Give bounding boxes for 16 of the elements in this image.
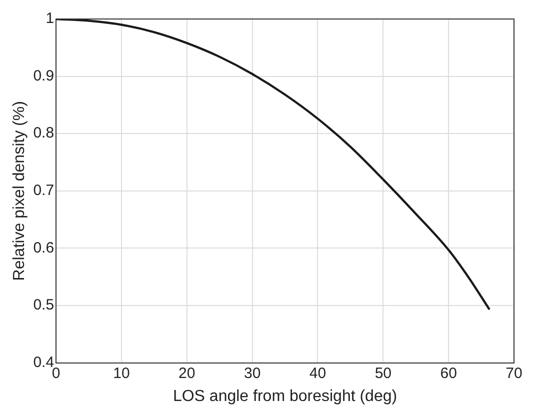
x-tick-label: 30 xyxy=(244,364,261,382)
y-tick-label: 1 xyxy=(46,10,54,28)
x-tick-label: 20 xyxy=(178,364,196,382)
x-tick-label: 10 xyxy=(113,364,130,382)
y-tick-label: 0.9 xyxy=(33,67,54,84)
x-axis-title: LOS angle from boresight (deg) xyxy=(172,388,398,405)
line-series xyxy=(56,19,491,311)
x-tick-label: 60 xyxy=(440,364,457,382)
y-axis-title: Relative pixel density (%) xyxy=(11,101,28,281)
x-tick-label: 70 xyxy=(506,364,522,382)
y-tick-label: 0.6 xyxy=(33,239,54,256)
x-tick-label: 40 xyxy=(309,364,326,382)
y-tick-label: 0.5 xyxy=(33,296,54,314)
x-tick-label: 50 xyxy=(374,364,392,382)
y-tick-label: 0.7 xyxy=(33,182,54,200)
y-tick-label: 0.8 xyxy=(33,124,54,142)
